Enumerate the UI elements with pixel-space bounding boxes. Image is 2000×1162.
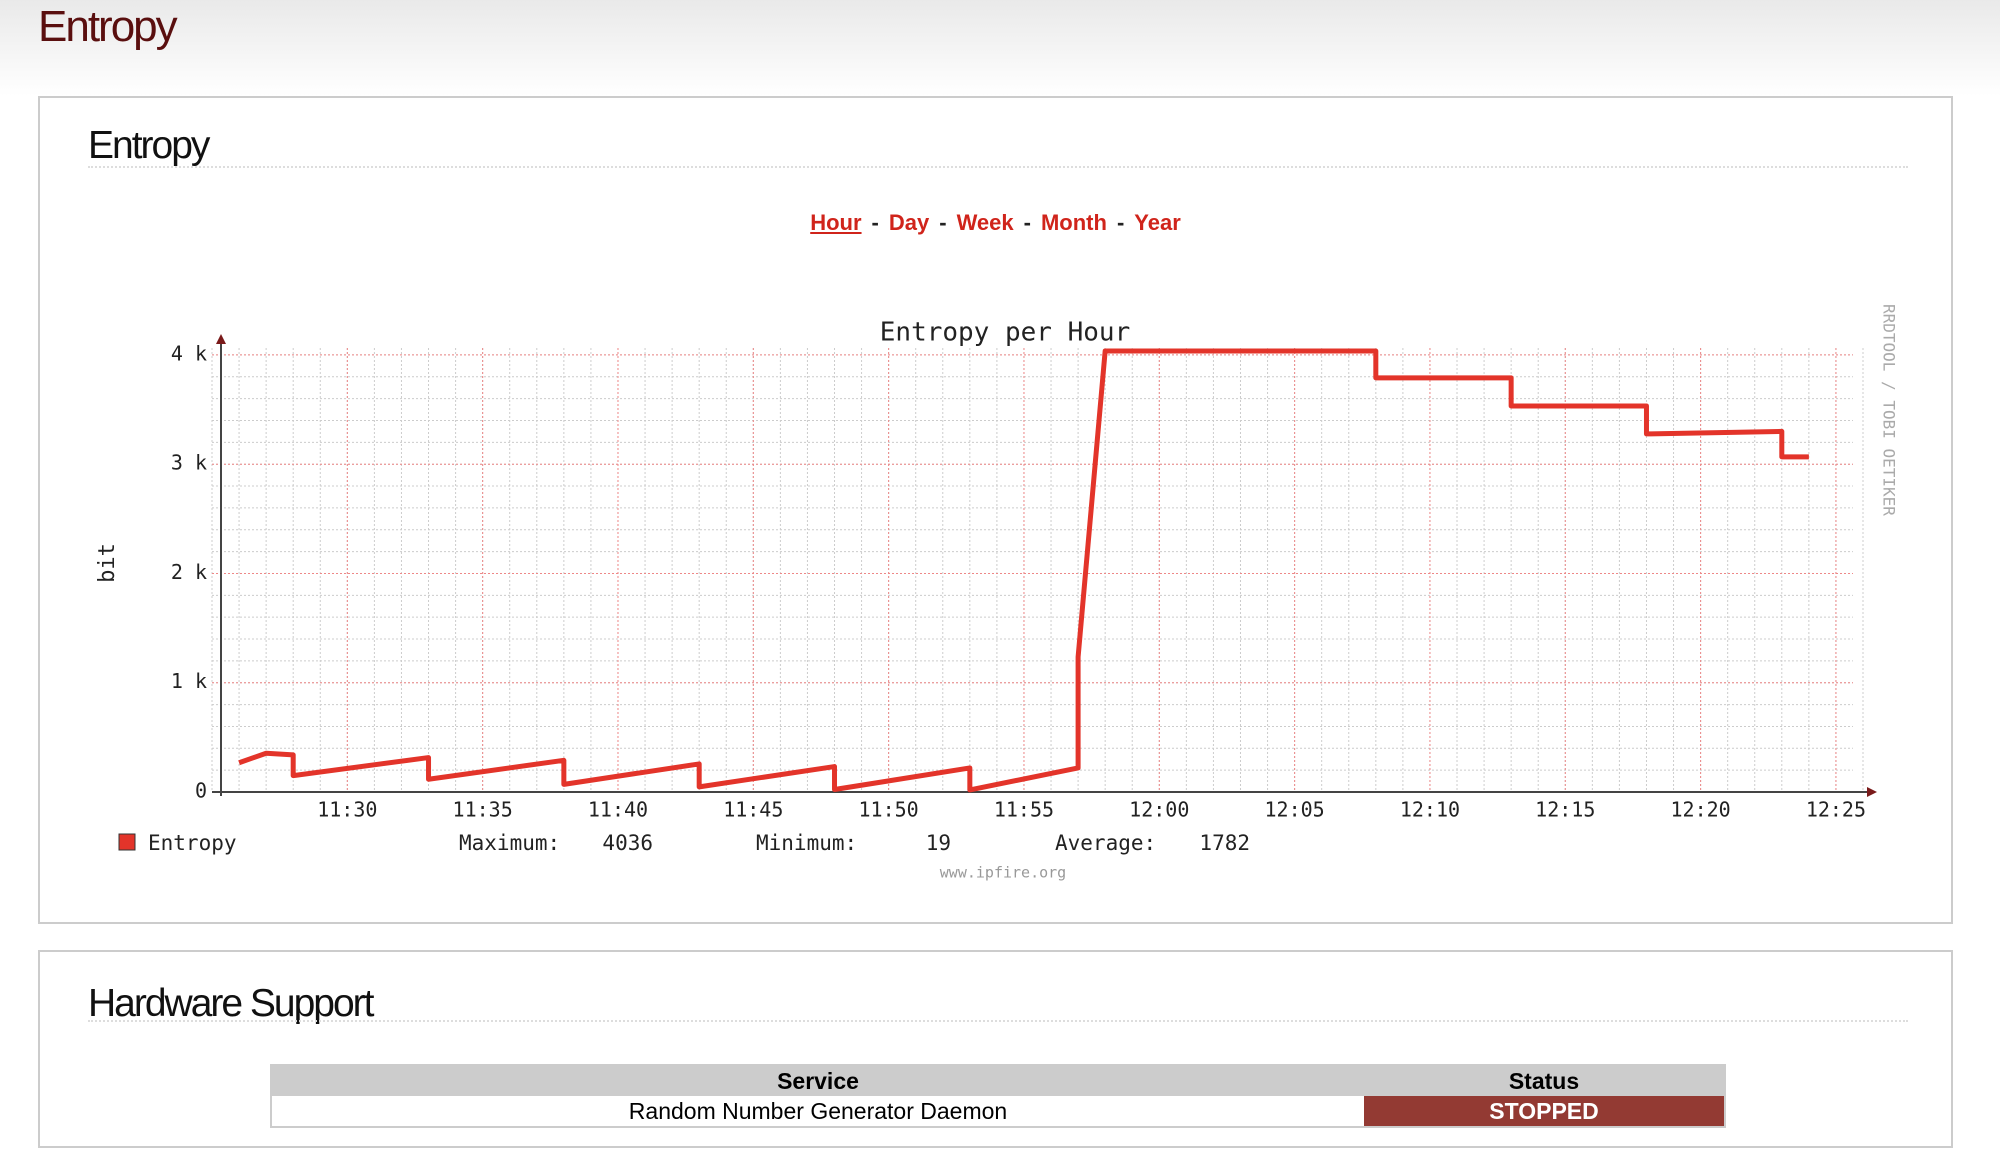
rule bbox=[88, 1020, 1908, 1022]
x-tick-label: 12:00 bbox=[1129, 798, 1189, 822]
header-cell: Service bbox=[271, 1065, 1364, 1096]
arrow bbox=[216, 334, 226, 344]
status-cell: STOPPED bbox=[1364, 1096, 1725, 1127]
service-table: Service Status Random Number Generator Da… bbox=[270, 1064, 1726, 1128]
arrow bbox=[1867, 787, 1877, 797]
stat-label: Minimum: bbox=[756, 831, 857, 855]
y-tick-label: 0 bbox=[195, 779, 207, 803]
header-cell: Status bbox=[1364, 1065, 1725, 1096]
stat-value: 19 bbox=[926, 831, 951, 855]
chart: Entropy per Hour bit RRDTOOL / TOBI OETI… bbox=[95, 304, 1899, 882]
page-title: Entropy bbox=[38, 2, 178, 51]
watermark: RRDTOOL / TOBI OETIKER bbox=[1880, 304, 1899, 516]
rule bbox=[88, 166, 1908, 168]
separator: - bbox=[1116, 210, 1125, 235]
header: Entropy bbox=[0, 0, 2000, 96]
y-axis-label: bit bbox=[95, 543, 120, 583]
y-tick-label: 1 k bbox=[171, 669, 207, 693]
range-link[interactable]: Hour bbox=[810, 210, 862, 235]
chart-title: Entropy per Hour bbox=[880, 318, 1130, 348]
footer: www.ipfire.org bbox=[940, 864, 1066, 882]
stat-value: 4036 bbox=[602, 831, 653, 855]
y-tick-label: 2 k bbox=[171, 560, 207, 584]
header-row: Service Status bbox=[271, 1065, 1725, 1096]
x-tick-label: 11:50 bbox=[859, 798, 919, 822]
separator: - bbox=[1023, 210, 1031, 235]
y-tick-label: 4 k bbox=[171, 341, 207, 365]
legend-label: Entropy bbox=[148, 831, 237, 855]
data-line bbox=[238, 348, 1809, 793]
x-tick-label: 12:20 bbox=[1670, 798, 1730, 822]
stat-label: Maximum: bbox=[459, 831, 560, 855]
x-tick-label: 11:40 bbox=[588, 798, 648, 822]
x-tick-label: 12:05 bbox=[1265, 798, 1325, 822]
x-tick-label: 12:10 bbox=[1400, 798, 1460, 822]
panel-title: Entropy bbox=[88, 124, 210, 167]
panel-title: Hardware Support bbox=[88, 982, 374, 1025]
range-link[interactable]: Day bbox=[888, 210, 930, 235]
y-tick-label: 3 k bbox=[171, 451, 207, 475]
range-link[interactable]: Week bbox=[956, 210, 1014, 235]
row: Random Number Generator Daemon STOPPED bbox=[271, 1096, 1725, 1127]
separator: - bbox=[939, 210, 947, 235]
range-nav: Hour - Day - Week - Month - Year bbox=[40, 210, 1951, 236]
x-tick-label: 12:25 bbox=[1806, 798, 1866, 822]
stat-label: Average: bbox=[1055, 831, 1156, 855]
separator: - bbox=[871, 210, 879, 235]
stat-value: 1782 bbox=[1199, 831, 1250, 855]
x-tick-label: 11:45 bbox=[723, 798, 783, 822]
x-tick-label: 11:30 bbox=[317, 798, 377, 822]
range-link[interactable]: Month bbox=[1040, 210, 1107, 235]
cell: Random Number Generator Daemon bbox=[628, 1097, 1008, 1124]
x-tick-label: 11:35 bbox=[453, 798, 513, 822]
x-tick-label: 11:55 bbox=[994, 798, 1054, 822]
range-link[interactable]: Year bbox=[1134, 210, 1181, 235]
x-tick-label: 12:15 bbox=[1535, 798, 1595, 822]
legend-swatch bbox=[118, 833, 136, 851]
hardware-panel: Hardware Support Service Status Random Nu… bbox=[38, 950, 1953, 1148]
